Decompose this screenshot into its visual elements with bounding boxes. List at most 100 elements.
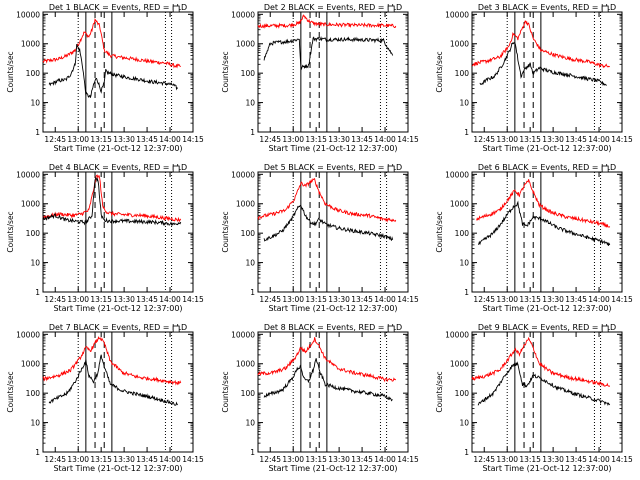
y-tick-label: 10 <box>459 419 469 428</box>
x-tick-label: 12:45 <box>473 455 495 464</box>
x-tick-label: 14:15 <box>611 135 633 144</box>
x-tick-label: 13:45 <box>136 295 158 304</box>
lld-series-line <box>471 20 611 69</box>
x-axis-label: Start Time (21-Oct-12 12:37:00) <box>53 464 182 473</box>
plot-frame <box>471 331 623 453</box>
plot-frame <box>257 11 409 133</box>
y-axis-label: Counts/sec <box>221 211 230 252</box>
x-tick-label: 13:00 <box>282 295 304 304</box>
x-tick-label: 13:00 <box>282 135 304 144</box>
x-tick-label: 13:30 <box>542 455 564 464</box>
x-tick-label: 14:00 <box>588 135 610 144</box>
panel-title: Det 5 BLACK = Events, RED = LLD <box>264 163 402 172</box>
plot-frame <box>257 171 409 293</box>
events-series-line <box>48 43 179 98</box>
corner-marker <box>387 165 395 173</box>
plot-frame <box>257 331 409 453</box>
events-series-line <box>263 358 393 402</box>
x-axis-label: Start Time (21-Oct-12 12:37:00) <box>482 464 611 473</box>
panel-title: Det 2 BLACK = Events, RED = LLD <box>264 3 402 12</box>
y-axis-label: Counts/sec <box>221 371 230 412</box>
x-tick-label: 13:15 <box>305 135 327 144</box>
x-tick-label: 13:15 <box>519 135 541 144</box>
x-tick-label: 14:00 <box>374 135 396 144</box>
x-tick-label: 14:00 <box>374 455 396 464</box>
panel-title: Det 4 BLACK = Events, RED = LLD <box>49 163 187 172</box>
y-tick-label: 1000 <box>236 200 255 209</box>
plot-frame <box>42 11 194 133</box>
x-tick-label: 13:30 <box>113 135 135 144</box>
x-tick-label: 13:00 <box>496 295 518 304</box>
y-tick-label: 10 <box>30 99 40 108</box>
x-axis-label: Start Time (21-Oct-12 12:37:00) <box>268 304 397 313</box>
x-tick-label: 13:30 <box>328 295 350 304</box>
y-tick-label: 10 <box>459 99 469 108</box>
y-tick-label: 10000 <box>445 330 469 339</box>
corner-marker <box>172 325 180 333</box>
x-tick-label: 13:00 <box>496 455 518 464</box>
y-tick-label: 1000 <box>21 200 40 209</box>
lld-series-line <box>471 336 611 387</box>
y-tick-label: 10000 <box>231 330 255 339</box>
events-series-line <box>42 177 182 227</box>
y-tick-label: 100 <box>241 229 256 238</box>
corner-marker <box>172 5 180 13</box>
detector-panel-6: 1 10 100 1000 10000 12:45 13:00 13:15 13:30 13:45… <box>435 163 633 313</box>
x-tick-label: 13:00 <box>67 455 89 464</box>
y-axis-label: Counts/sec <box>6 371 15 412</box>
y-tick-label: 10 <box>245 419 255 428</box>
events-series-line <box>478 200 611 246</box>
x-tick-label: 14:00 <box>159 455 181 464</box>
x-tick-label: 13:45 <box>351 135 373 144</box>
x-tick-label: 13:00 <box>496 135 518 144</box>
corner-marker <box>387 325 395 333</box>
events-series-line <box>263 204 394 242</box>
y-axis-label: Counts/sec <box>435 211 444 252</box>
y-tick-label: 10000 <box>231 10 255 19</box>
x-tick-label: 14:15 <box>182 295 204 304</box>
x-tick-label: 14:00 <box>159 135 181 144</box>
y-axis-label: Counts/sec <box>435 371 444 412</box>
x-tick-label: 13:00 <box>67 135 89 144</box>
events-series-line <box>479 41 607 86</box>
panel-title: Det 1 BLACK = Events, RED = LLD <box>49 3 187 12</box>
x-tick-label: 12:45 <box>473 295 495 304</box>
detector-panel-9: 1 10 100 1000 10000 12:45 13:00 13:15 13:30 13:45… <box>435 323 633 473</box>
y-tick-label: 10000 <box>16 10 40 19</box>
lld-series-line <box>42 174 182 223</box>
lld-series-line <box>257 14 397 29</box>
events-series-line <box>477 361 611 406</box>
events-series-line <box>263 36 394 71</box>
y-tick-label: 1 <box>35 448 40 457</box>
x-tick-label: 13:30 <box>113 455 135 464</box>
y-tick-label: 10000 <box>16 330 40 339</box>
x-tick-label: 14:00 <box>159 295 181 304</box>
x-tick-label: 13:45 <box>565 455 587 464</box>
x-tick-label: 13:45 <box>351 455 373 464</box>
x-axis-label: Start Time (21-Oct-12 12:37:00) <box>482 144 611 153</box>
x-tick-label: 12:45 <box>259 455 281 464</box>
x-tick-label: 14:00 <box>374 295 396 304</box>
y-tick-label: 10000 <box>16 170 40 179</box>
detector-panel-3: 1 10 100 1000 10000 12:45 13:00 13:15 13:30 13:45… <box>435 3 633 153</box>
y-tick-label: 1000 <box>450 40 469 49</box>
corner-marker <box>601 5 609 13</box>
lld-series-line <box>257 337 397 383</box>
y-tick-label: 10 <box>459 259 469 268</box>
y-tick-label: 10000 <box>445 170 469 179</box>
panel-title: Det 8 BLACK = Events, RED = LLD <box>264 323 402 332</box>
x-tick-label: 14:15 <box>397 135 419 144</box>
y-axis-label: Counts/sec <box>221 51 230 92</box>
x-tick-label: 14:15 <box>611 295 633 304</box>
y-tick-label: 1 <box>464 448 469 457</box>
y-tick-label: 1000 <box>21 360 40 369</box>
x-axis-label: Start Time (21-Oct-12 12:37:00) <box>482 304 611 313</box>
y-tick-label: 100 <box>26 69 41 78</box>
x-tick-label: 13:30 <box>542 295 564 304</box>
y-tick-label: 10000 <box>445 10 469 19</box>
x-tick-label: 13:15 <box>519 295 541 304</box>
x-tick-label: 13:15 <box>519 455 541 464</box>
x-tick-label: 13:45 <box>351 295 373 304</box>
y-tick-label: 10 <box>30 259 40 268</box>
x-tick-label: 13:15 <box>90 455 112 464</box>
